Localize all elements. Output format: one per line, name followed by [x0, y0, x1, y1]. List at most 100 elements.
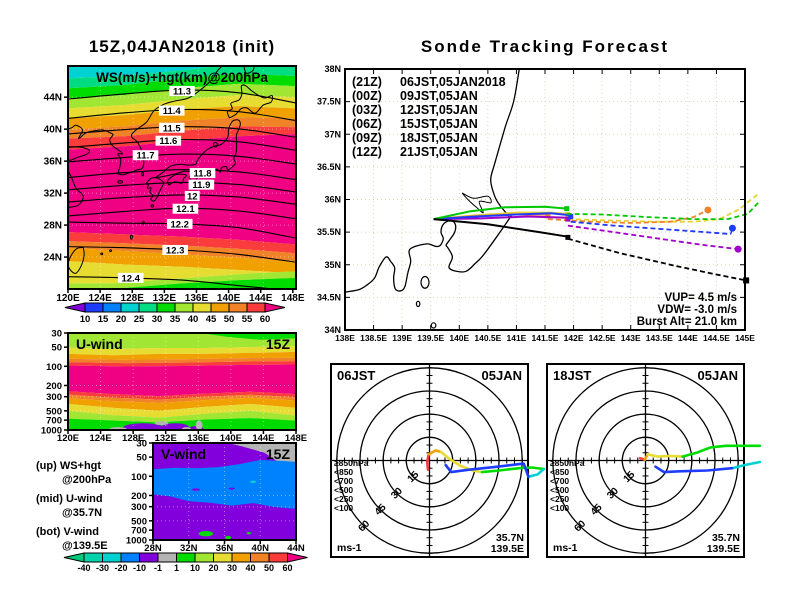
landing-marker: [734, 245, 742, 253]
track-dashed: [567, 224, 739, 250]
contour-label: 12.4: [121, 273, 140, 284]
hodo-legend-item: ≥850hPa: [334, 458, 369, 468]
height-contour: [68, 194, 296, 205]
sonde-x-tick: 142.5E: [589, 333, 616, 343]
contour-label: 11.3: [173, 86, 191, 97]
side-note-line: @139.5E: [62, 540, 108, 552]
contour-label: 11.6: [159, 136, 177, 147]
coastline-taiwan: [68, 246, 85, 274]
uwind-label: U-wind: [76, 336, 123, 352]
uwind-x-tick: 120E: [57, 433, 79, 444]
hodo-time: 06JST: [337, 368, 375, 383]
uwind-x-tick: 132E: [155, 433, 177, 444]
ws-colorbar-label: 20: [116, 314, 127, 325]
sonde-y-tick: 37.5N: [317, 97, 341, 107]
sonde-y-tick: 38N: [324, 64, 341, 74]
side-note-line: (mid) U-wind: [36, 493, 103, 505]
hodo-trace-cyan: [527, 467, 546, 479]
hodo-time: 18JST: [553, 368, 591, 383]
ws-colorbar-label: 50: [224, 314, 235, 325]
uwind-x-tick: 144E: [252, 433, 274, 444]
height-contour: [68, 181, 296, 193]
burst-marker: [565, 234, 571, 240]
contour-label: 11.4: [163, 106, 182, 117]
sonde-x-tick: 139E: [392, 333, 412, 343]
hodo-legend-item: <500: [550, 485, 569, 495]
ws-x-tick: 136E: [185, 293, 209, 304]
ws-map-title: 15Z,04JAN2018 (init): [89, 37, 275, 56]
vwind-pressure-tick: 500: [131, 516, 147, 527]
coastline-shandong: [68, 146, 90, 161]
vwind-pressure-tick: 50: [136, 453, 147, 464]
contour-label: 12.3: [166, 245, 185, 256]
sonde-x-tick: 144E: [678, 333, 698, 343]
sonde-legend-z: (00Z): [352, 89, 382, 103]
hodo-date: 05JAN: [482, 368, 522, 383]
island: [420, 275, 430, 289]
sonde-legend-time: 21JST,05JAN: [400, 145, 478, 159]
ws-y-tick: 36N: [44, 157, 62, 168]
uwind-pressure-tick: 700: [46, 416, 62, 427]
side-note-line: @35.7N: [62, 507, 102, 519]
sonde-legend-z: (21Z): [352, 75, 382, 89]
coastline-china_coast: [68, 170, 84, 208]
sonde-x-tick: 145E: [735, 333, 755, 343]
hodo-legend-item: <250: [550, 494, 569, 504]
hodo-trace-navy: [444, 462, 530, 479]
hodo-trace-cyan: [730, 460, 762, 470]
hodo-legend-item: <700: [334, 476, 353, 486]
hodo-legend-item: <850: [550, 467, 569, 477]
landing-marker: [728, 224, 736, 232]
uv-colorbar-label: -1: [154, 563, 162, 573]
hodo-site-lat: 35.7N: [712, 532, 740, 544]
hodo-trace-green: [681, 444, 762, 458]
sonde-note: VUP= 4.5 m/s: [664, 292, 737, 304]
sonde-x-tick: 144.5E: [703, 333, 730, 343]
ws-colorbar-label: 25: [134, 314, 145, 325]
island: [415, 300, 421, 308]
sonde-x-tick: 141.5E: [532, 333, 559, 343]
ws-y-tick: 40N: [44, 125, 62, 136]
uwind-pressure-tick: 100: [46, 362, 62, 373]
uv-colorbar-label: 30: [227, 563, 237, 573]
uwind-x-tick: 148E: [285, 433, 307, 444]
burst-marker: [545, 213, 551, 219]
vwind-pressure-tick: 700: [131, 526, 147, 537]
uv-colorbar-label: -10: [133, 563, 146, 573]
sonde-x-tick: 139.5E: [417, 333, 444, 343]
track-dashed: [566, 200, 760, 221]
side-note-line: @200hPa: [62, 474, 112, 486]
uwind-pressure-tick: 500: [46, 406, 62, 417]
contour-label: 11.8: [194, 169, 212, 180]
vwind-pressure-tick: 30: [136, 439, 147, 450]
height-contour: [68, 169, 296, 181]
sonde-title: Sonde Tracking Forecast: [421, 37, 669, 56]
ws-colorbar-label: 35: [170, 314, 181, 325]
hodo-date: 05JAN: [698, 368, 738, 383]
ws-x-tick: 124E: [88, 293, 112, 304]
hodo-trace-yellow: [439, 450, 484, 474]
sonde-x-tick: 142E: [564, 333, 584, 343]
burst-marker: [564, 206, 570, 212]
uwind-pressure-tick: 200: [46, 381, 62, 392]
uv-colorbar-label: -30: [96, 563, 109, 573]
burst-marker: [565, 216, 571, 222]
uwind-x-tick: 136E: [187, 433, 209, 444]
hodo-site-lon: 139.5E: [707, 543, 740, 555]
coastline-korea_west: [68, 124, 124, 175]
contour-label: 11.5: [163, 123, 182, 134]
ws-colorbar-label: 15: [98, 314, 109, 325]
ws-x-tick: 148E: [281, 293, 305, 304]
hodo-trace-navy: [654, 465, 734, 474]
uv-colorbar-label: 10: [190, 563, 200, 573]
coastline-kyushu: [146, 177, 165, 202]
sonde-legend-time: 12JST,05JAN: [400, 103, 478, 117]
track-dashed: [570, 220, 731, 235]
vwind-x-tick: 44N: [287, 543, 305, 554]
ws-colorbar-label: 10: [80, 314, 91, 325]
contour-label: 11.9: [192, 180, 210, 191]
coastline-korea_east: [117, 66, 223, 176]
sonde-legend-z: (09Z): [352, 131, 382, 145]
